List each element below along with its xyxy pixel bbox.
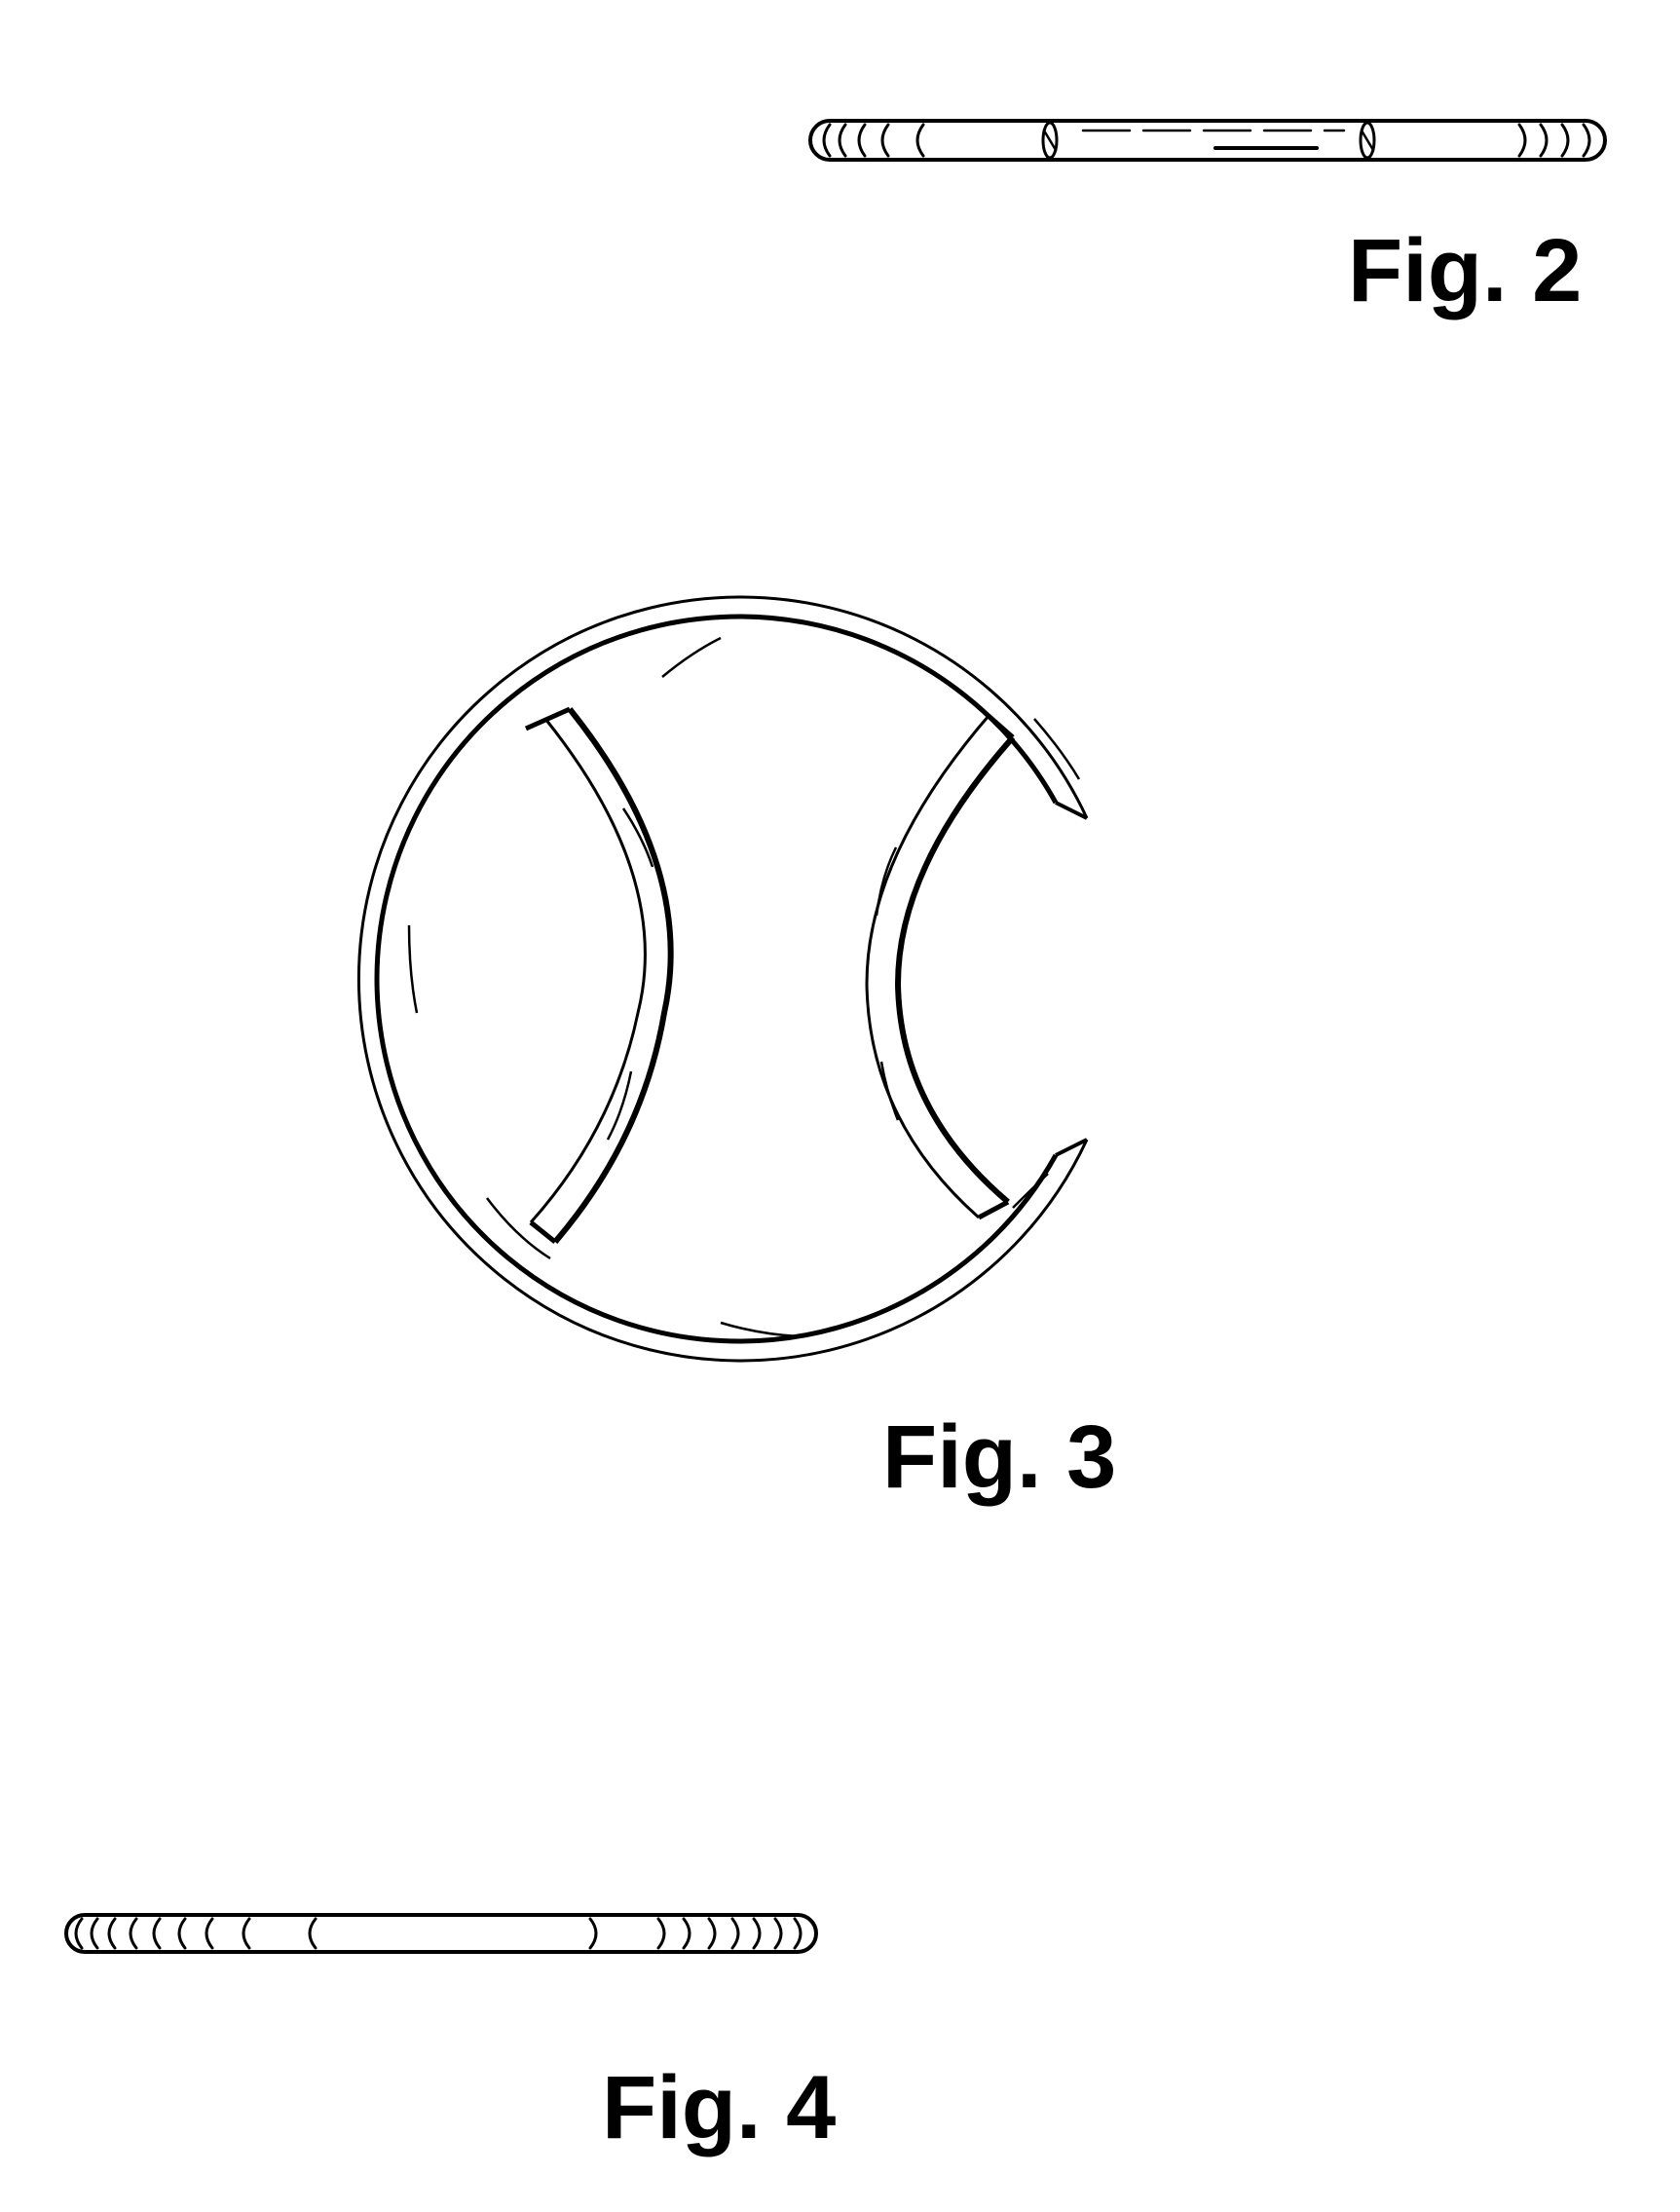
fig3-label: Fig. 3	[882, 1412, 1116, 1502]
fig4-side-view	[66, 1915, 816, 1952]
fig2-bar-outline	[810, 121, 1605, 160]
fig3-right-arc-bar-inner	[898, 737, 1013, 1202]
fig3-outer-ring-inner-edge	[377, 617, 1056, 1341]
fig4-left-hatching	[76, 1919, 316, 1948]
fig2-edge-view	[810, 121, 1605, 160]
fig2-label: Fig. 2	[1348, 226, 1582, 316]
fig4-right-hatching	[590, 1919, 801, 1948]
fig3-ring-surface-dashes	[409, 638, 1079, 1336]
fig2-left-hatching	[824, 125, 923, 156]
fig3-plan-view	[358, 597, 1087, 1361]
fig2-right-hatching	[1519, 125, 1589, 156]
fig4-label: Fig. 4	[602, 2063, 836, 2153]
fig3-left-arc-bar-inner	[555, 709, 671, 1242]
fig3-outer-ring-outer-edge	[358, 597, 1087, 1361]
